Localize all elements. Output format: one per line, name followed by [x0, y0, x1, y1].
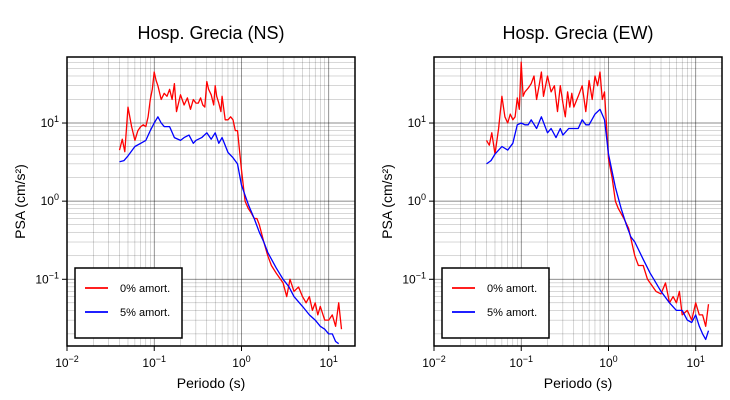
- x-tick-label: 101: [687, 354, 705, 370]
- chart-title: Hosp. Grecia (NS): [137, 23, 284, 43]
- legend: 0% amort. 5% amort.: [74, 267, 183, 339]
- legend-label: 5% amort.: [120, 307, 170, 319]
- x-tick-label: 10−1: [509, 354, 533, 370]
- series-line-undamped: [485, 61, 710, 327]
- axis-ticks: 10−2 10−1 100 101 10−1 100 101: [35, 114, 338, 370]
- x-tick-label: 10−2: [55, 354, 79, 370]
- chart-panel-1: 10−2 10−1 100 101 10−1 100 101 Hosp. Grecia (NS…: [12, 23, 356, 391]
- chart-panel-2: 10−2 10−1 100 101 10−1 100 101 Hosp. Grecia (EW…: [379, 23, 723, 391]
- series-line-undamped: [118, 71, 343, 330]
- x-tick-label: 101: [320, 354, 338, 370]
- x-tick-label: 100: [232, 354, 250, 370]
- chart-title: Hosp. Grecia (EW): [502, 23, 653, 43]
- legend-label: 0% amort.: [120, 283, 170, 295]
- x-axis-label: Periodo (s): [544, 375, 612, 391]
- series-line-damped: [119, 116, 340, 345]
- y-tick-label: 10−1: [35, 270, 59, 286]
- x-axis-label: Periodo (s): [177, 375, 245, 391]
- legend-box: [74, 267, 183, 339]
- legend: 0% amort. 5% amort.: [441, 267, 550, 339]
- y-tick-label: 100: [41, 192, 59, 208]
- y-axis-label: PSA (cm/s²): [12, 164, 28, 239]
- y-tick-label: 101: [41, 114, 59, 130]
- series-line-damped: [486, 108, 710, 341]
- x-tick-label: 100: [599, 354, 617, 370]
- axis-ticks: 10−2 10−1 100 101 10−1 100 101: [402, 114, 705, 370]
- y-tick-label: 100: [408, 192, 426, 208]
- legend-label: 0% amort.: [487, 283, 537, 295]
- x-tick-label: 10−2: [422, 354, 446, 370]
- y-tick-label: 10−1: [402, 270, 426, 286]
- y-axis-label: PSA (cm/s²): [379, 164, 395, 239]
- legend-label: 5% amort.: [487, 307, 537, 319]
- x-tick-label: 10−1: [142, 354, 166, 370]
- y-tick-label: 101: [408, 114, 426, 130]
- legend-box: [441, 267, 550, 339]
